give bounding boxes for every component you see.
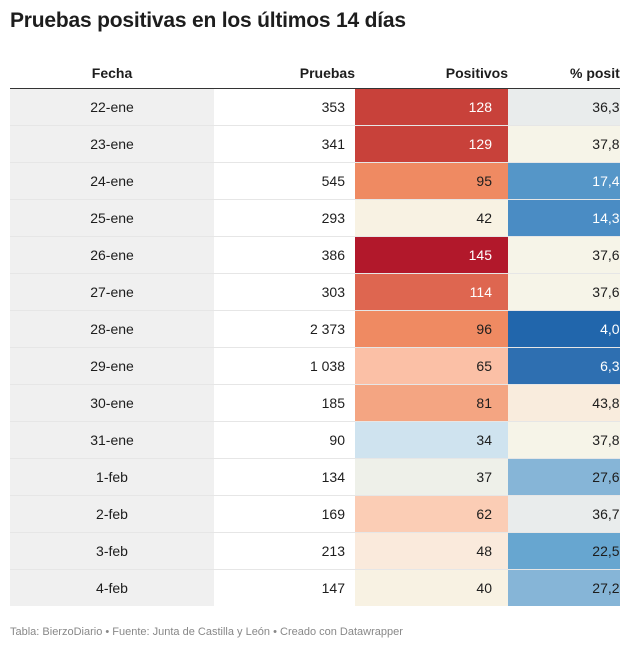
cell-pct-positivo: 37,8% xyxy=(508,421,620,459)
cell-fecha: 4-feb xyxy=(10,569,214,606)
cell-pruebas: 185 xyxy=(214,384,355,422)
cell-pruebas: 213 xyxy=(214,532,355,570)
cell-positivos: 34 xyxy=(355,421,508,459)
cell-pruebas: 2 373 xyxy=(214,310,355,348)
cell-fecha: 26-ene xyxy=(10,236,214,274)
cell-pct-positivo: 17,4% xyxy=(508,162,620,200)
table-body: 22-ene35312836,3%23-ene34112937,8%24-ene… xyxy=(10,88,620,606)
cell-positivos: 128 xyxy=(355,88,508,126)
cell-pruebas: 1 038 xyxy=(214,347,355,385)
cell-fecha: 31-ene xyxy=(10,421,214,459)
cell-fecha: 3-feb xyxy=(10,532,214,570)
cell-fecha: 1-feb xyxy=(10,458,214,496)
cell-positivos: 62 xyxy=(355,495,508,533)
cell-positivos: 65 xyxy=(355,347,508,385)
cell-fecha: 29-ene xyxy=(10,347,214,385)
cell-pct-positivo: 37,6% xyxy=(508,236,620,274)
cell-pct-positivo: 36,7% xyxy=(508,495,620,533)
header-row: Fecha Pruebas Positivos % positivo xyxy=(10,57,620,89)
cell-positivos: 95 xyxy=(355,162,508,200)
cell-positivos: 37 xyxy=(355,458,508,496)
cell-positivos: 48 xyxy=(355,532,508,570)
cell-positivos: 42 xyxy=(355,199,508,237)
cell-fecha: 2-feb xyxy=(10,495,214,533)
cell-pruebas: 293 xyxy=(214,199,355,237)
cell-pruebas: 545 xyxy=(214,162,355,200)
cell-positivos: 96 xyxy=(355,310,508,348)
cell-pruebas: 341 xyxy=(214,125,355,163)
cell-pruebas: 90 xyxy=(214,421,355,459)
cell-pruebas: 147 xyxy=(321,580,345,596)
cell-pct-positivo: 27,6% xyxy=(508,458,620,496)
column-header-pruebas[interactable]: Pruebas xyxy=(214,57,355,89)
footer-credits: Tabla: BierzoDiario • Fuente: Junta de C… xyxy=(10,626,403,638)
cell-positivos: 129 xyxy=(355,125,508,163)
cell-pct-positivo: 37,8% xyxy=(508,125,620,163)
cell-pct-positivo: 6,3% xyxy=(508,347,620,385)
cell-fecha: 24-ene xyxy=(10,162,214,200)
column-header-positivos[interactable]: Positivos xyxy=(355,57,508,89)
cell-pruebas: 386 xyxy=(214,236,355,274)
cell-pruebas: 134 xyxy=(214,458,355,496)
cell-fecha: 30-ene xyxy=(10,384,214,422)
cell-pct-positivo: 37,6% xyxy=(508,273,620,311)
cell-fecha: 27-ene xyxy=(10,273,214,311)
cell-fecha: 23-ene xyxy=(10,125,214,163)
data-table: Fecha Pruebas Positivos % positivo 22-en… xyxy=(10,57,620,606)
cell-pct-positivo: 4,0% xyxy=(508,310,620,348)
column-header-pct-positivo[interactable]: % positivo xyxy=(508,57,620,89)
cell-positivos: 145 xyxy=(355,236,508,274)
cell-positivos: 81 xyxy=(355,384,508,422)
chart-title: Pruebas positivas en los últimos 14 días xyxy=(10,9,406,32)
cell-pct-positivo: 22,5% xyxy=(508,532,620,570)
cell-pruebas: 353 xyxy=(214,88,355,126)
cell-positivos: 40 xyxy=(355,569,508,606)
cell-pct-positivo: 43,8% xyxy=(508,384,620,422)
cell-pct-positivo: 14,3% xyxy=(508,199,620,237)
cell-positivos: 114 xyxy=(355,273,508,311)
cell-fecha: 22-ene xyxy=(10,88,214,126)
cell-pruebas: 303 xyxy=(214,273,355,311)
cell-pruebas: 169 xyxy=(214,495,355,533)
column-header-fecha[interactable]: Fecha xyxy=(10,57,214,89)
cell-fecha: 28-ene xyxy=(10,310,214,348)
cell-fecha: 25-ene xyxy=(10,199,214,237)
cell-pct-positivo: 36,3% xyxy=(508,88,620,126)
cell-pct-positivo: 27,2% xyxy=(508,569,620,606)
